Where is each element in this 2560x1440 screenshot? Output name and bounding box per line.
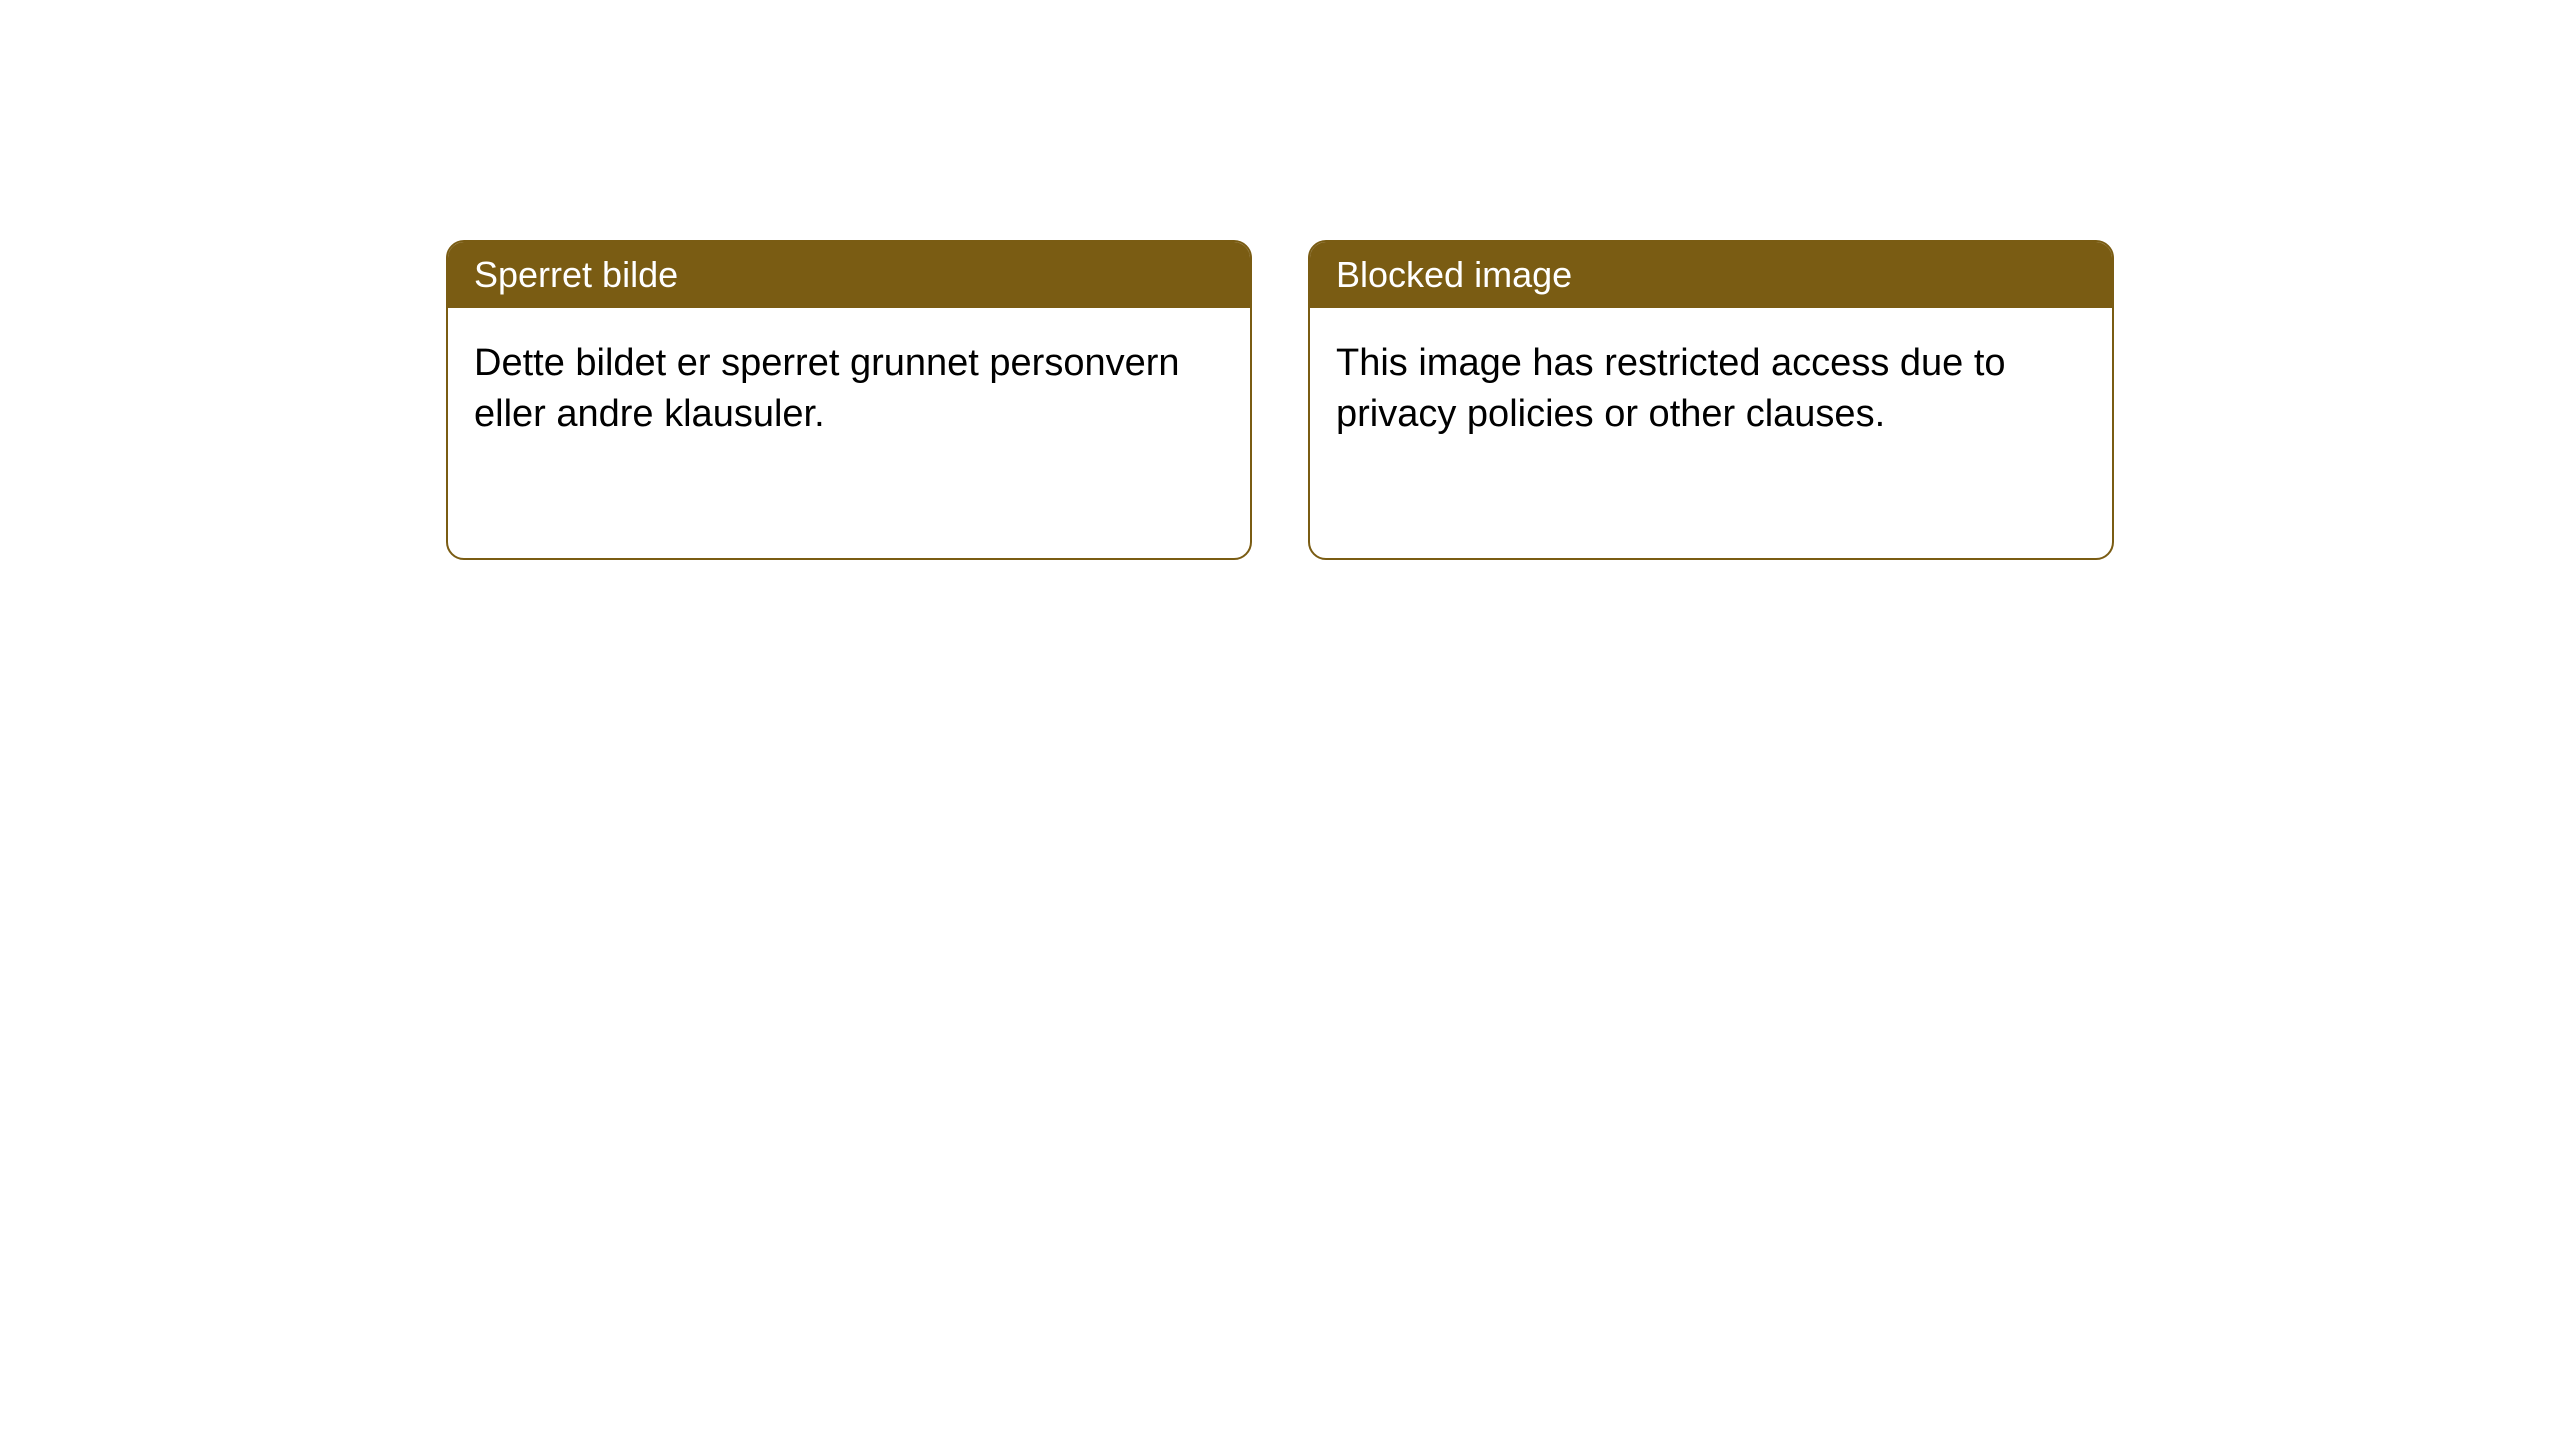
cards-row: Sperret bilde Dette bildet er sperret gr… [446, 240, 2114, 560]
page-container: Sperret bilde Dette bildet er sperret gr… [0, 0, 2560, 1440]
card-header-no: Sperret bilde [448, 242, 1250, 308]
card-header-en: Blocked image [1310, 242, 2112, 308]
card-body-no: Dette bildet er sperret grunnet personve… [448, 308, 1250, 558]
card-blocked-en: Blocked image This image has restricted … [1308, 240, 2114, 560]
card-blocked-no: Sperret bilde Dette bildet er sperret gr… [446, 240, 1252, 560]
card-body-en: This image has restricted access due to … [1310, 308, 2112, 558]
